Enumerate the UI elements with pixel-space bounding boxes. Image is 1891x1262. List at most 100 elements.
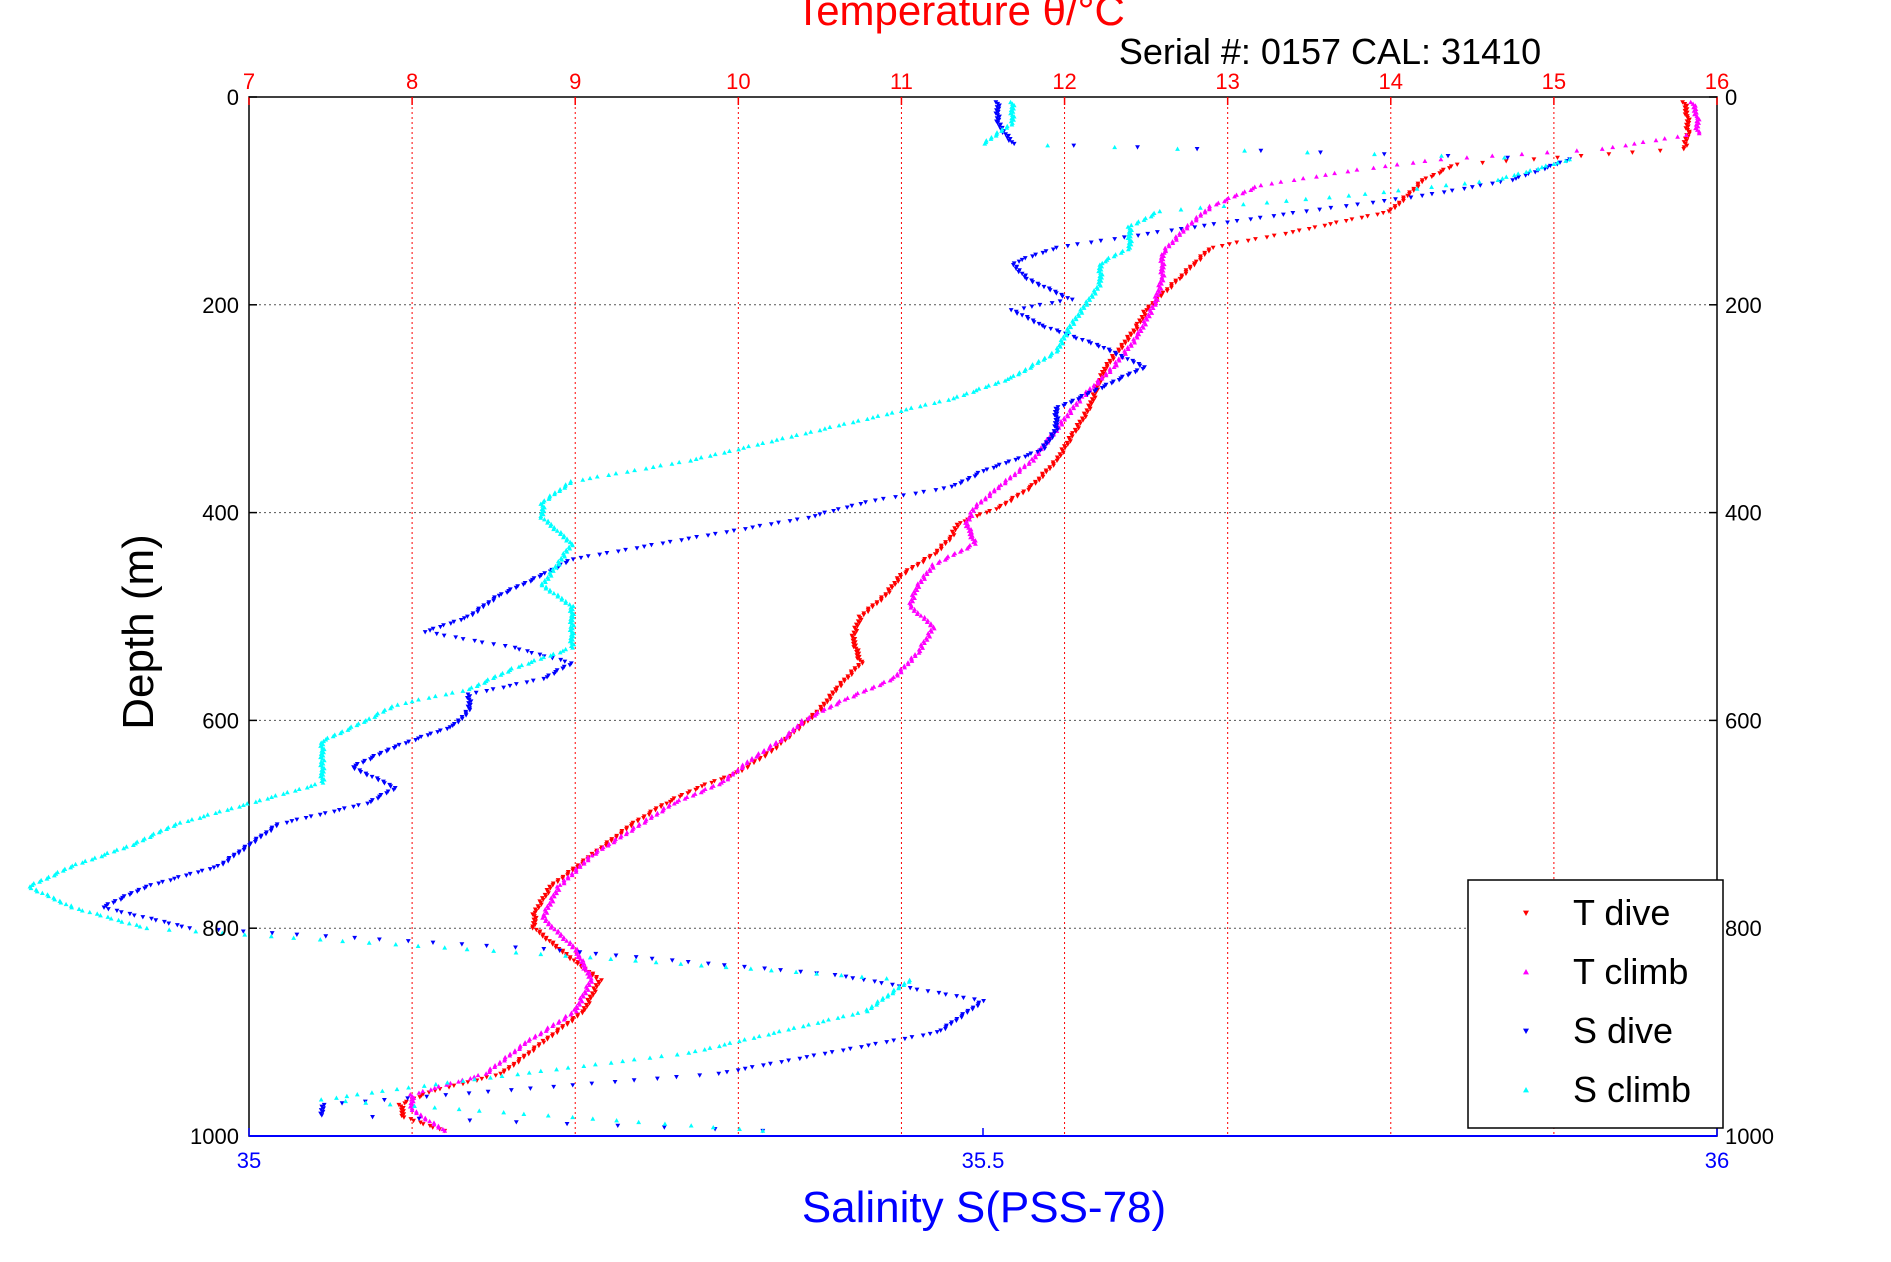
data-point xyxy=(1278,179,1284,184)
data-point xyxy=(570,626,575,631)
data-point xyxy=(560,876,566,881)
data-point xyxy=(674,799,680,804)
data-point xyxy=(428,1087,434,1092)
data-point xyxy=(1042,325,1047,330)
data-point xyxy=(970,1007,976,1012)
data-point xyxy=(623,831,629,837)
data-point xyxy=(1510,178,1516,183)
data-point xyxy=(633,958,638,963)
data-point xyxy=(543,579,548,585)
data-point xyxy=(552,491,557,497)
data-point xyxy=(951,395,957,401)
data-point xyxy=(449,690,455,695)
data-point xyxy=(488,1075,493,1080)
data-point xyxy=(1017,469,1022,474)
data-point xyxy=(580,1011,585,1016)
data-point xyxy=(724,530,730,535)
data-point xyxy=(559,597,565,602)
data-point xyxy=(1194,147,1200,152)
data-point xyxy=(356,803,361,808)
data-point xyxy=(613,471,619,476)
data-point xyxy=(564,549,570,554)
data-point xyxy=(569,944,575,950)
data-point xyxy=(1054,422,1060,428)
data-point xyxy=(1028,365,1034,370)
data-point xyxy=(569,1019,575,1024)
data-point xyxy=(873,1041,878,1047)
data-point xyxy=(339,1101,345,1106)
data-point xyxy=(909,658,915,663)
data-point xyxy=(981,999,986,1004)
data-point xyxy=(721,775,727,780)
data-point xyxy=(1312,225,1318,230)
data-point xyxy=(563,560,569,566)
data-point xyxy=(541,654,547,660)
data-point xyxy=(1107,360,1113,365)
data-point xyxy=(875,413,881,418)
data-point xyxy=(533,919,539,924)
data-point xyxy=(137,924,143,929)
data-point xyxy=(284,820,290,826)
data-point xyxy=(1202,252,1208,257)
data-point xyxy=(1147,313,1152,319)
data-point xyxy=(1107,349,1113,354)
data-point xyxy=(553,945,559,950)
data-point xyxy=(1109,381,1115,386)
data-point xyxy=(997,114,1002,119)
data-point xyxy=(460,1078,466,1083)
data-point xyxy=(1240,201,1246,207)
data-point xyxy=(174,923,180,928)
data-point xyxy=(736,1038,742,1044)
data-point xyxy=(635,819,641,824)
data-point xyxy=(1008,375,1013,380)
data-point xyxy=(1099,260,1105,266)
data-point xyxy=(671,801,677,806)
data-point xyxy=(1386,209,1392,214)
data-point xyxy=(441,633,447,638)
data-point xyxy=(1141,325,1146,330)
data-point xyxy=(1135,145,1140,150)
salinity-tick-label: 35 xyxy=(237,1148,261,1173)
data-point xyxy=(1490,181,1495,186)
data-point xyxy=(590,992,596,998)
data-point xyxy=(416,1090,422,1095)
data-point xyxy=(1098,238,1104,244)
data-point xyxy=(835,507,841,512)
data-point xyxy=(1169,285,1174,290)
data-point xyxy=(1290,230,1296,235)
data-point xyxy=(1042,446,1048,452)
data-point xyxy=(408,1117,414,1122)
data-point xyxy=(1014,311,1020,316)
legend-marker xyxy=(1523,1087,1529,1093)
data-point xyxy=(369,1090,375,1095)
data-point xyxy=(772,741,778,746)
data-point xyxy=(381,1097,387,1103)
data-point xyxy=(360,760,366,765)
data-point xyxy=(1631,141,1637,146)
data-point xyxy=(1365,214,1370,219)
data-point xyxy=(766,1032,772,1037)
data-point xyxy=(567,941,572,946)
data-point xyxy=(1057,344,1063,349)
data-point xyxy=(166,921,172,926)
data-point xyxy=(1419,179,1425,185)
data-point xyxy=(1098,379,1104,384)
data-point xyxy=(1031,320,1037,325)
data-point xyxy=(1240,190,1246,196)
data-point xyxy=(398,1107,404,1112)
data-point xyxy=(613,835,619,840)
data-point xyxy=(331,809,337,814)
data-point xyxy=(1112,144,1118,150)
data-point xyxy=(399,1113,405,1119)
data-point xyxy=(205,812,211,817)
data-point xyxy=(927,1031,933,1037)
data-point xyxy=(491,675,496,680)
data-point xyxy=(558,657,564,663)
data-point xyxy=(460,1081,466,1087)
data-point xyxy=(583,990,589,996)
data-series xyxy=(27,99,1702,1134)
data-point xyxy=(1192,263,1197,268)
data-point xyxy=(620,1058,626,1064)
data-point xyxy=(1065,413,1071,419)
data-point xyxy=(1333,220,1339,225)
